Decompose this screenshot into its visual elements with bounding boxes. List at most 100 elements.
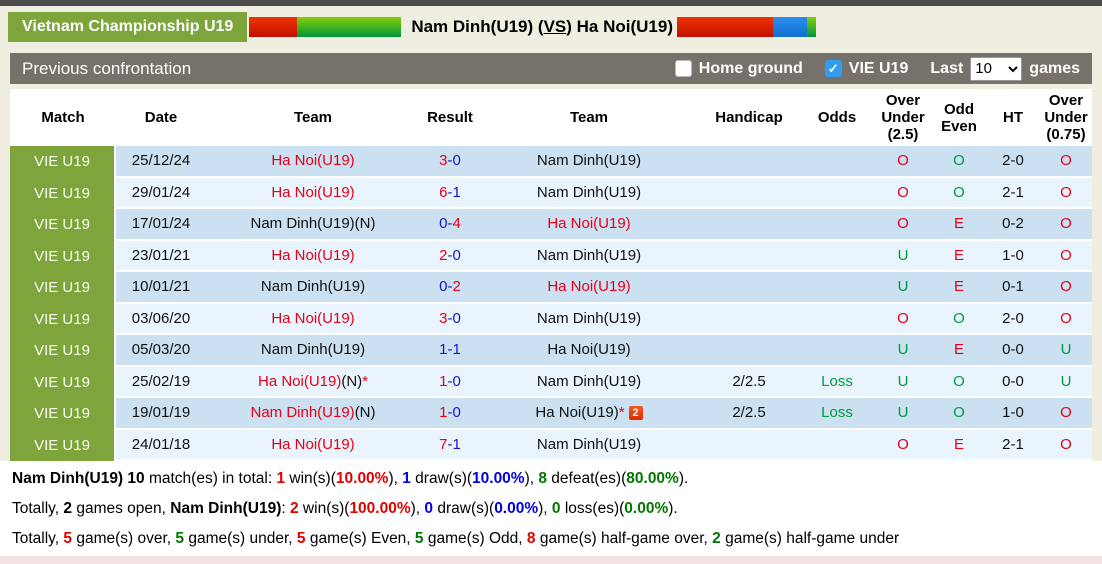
cell-result: 0-4 [420,209,480,241]
cell-date: 25/12/24 [116,146,206,178]
cell-team-home: Ha Noi(U19) [206,303,420,335]
color-bar-left [249,17,402,37]
cell-ht: 2-0 [986,303,1040,335]
cell-ht: 2-0 [986,146,1040,178]
confrontation-table: Match Date Team Result Team Handicap Odds Over … [10,89,1092,461]
cell-over-under-25: U [874,398,932,430]
cell-result: 7-1 [420,429,480,461]
red-bar-segment [677,17,773,37]
color-bar-right [677,17,816,37]
games-label: games [1029,59,1080,77]
cell-team-home: Nam Dinh(U19)(N) [206,209,420,241]
cell-team-away: Nam Dinh(U19) [480,146,698,178]
cell-over-under-075: O [1040,209,1092,241]
column-header: Team [480,89,698,146]
table-row: VIE U19 24/01/18 Ha Noi(U19) 7-1 Nam Dinh(U1… [10,429,1092,461]
cell-team-away: Ha Noi(U19)* 2 [480,398,698,430]
table-row: VIE U19 25/02/19 Ha Noi(U19)(N)* 1-0 Nam Din… [10,366,1092,398]
cell-team-away: Ha Noi(U19) [480,272,698,304]
cell-handicap [698,272,800,304]
cell-date: 03/06/20 [116,303,206,335]
cell-match: VIE U19 [10,272,116,304]
cell-date: 17/01/24 [116,209,206,241]
cell-date: 23/01/21 [116,240,206,272]
cell-team-away: Ha Noi(U19) [480,209,698,241]
column-header: Match [10,89,116,146]
cell-handicap [698,335,800,367]
table-row: VIE U19 23/01/21 Ha Noi(U19) 2-0 Nam Dinh(U1… [10,240,1092,272]
cell-match: VIE U19 [10,209,116,241]
column-header: Team [206,89,420,146]
table-header-row: Match Date Team Result Team Handicap Odds Over … [10,89,1092,146]
table-row: VIE U19 17/01/24 Nam Dinh(U19)(N) 0-4 Ha Noi… [10,209,1092,241]
column-header: Handicap [698,89,800,146]
section-bar: Previous confrontation Home ground ✓ VIE… [10,53,1092,84]
cell-date: 05/03/20 [116,335,206,367]
column-header: HT [986,89,1040,146]
cell-team-home: Ha Noi(U19) [206,146,420,178]
cell-ht: 0-1 [986,272,1040,304]
cell-result: 6-1 [420,177,480,209]
cell-ht: 1-0 [986,240,1040,272]
filter-controls: Home ground ✓ VIE U19 Last 10 games [674,56,1080,81]
home-ground-label: Home ground [698,59,803,77]
league-title[interactable]: Vietnam Championship U19 [8,12,248,42]
column-header: Result [420,89,480,146]
cell-team-home: Nam Dinh(U19)(N) [206,398,420,430]
cell-over-under-25: U [874,240,932,272]
cell-over-under-075: O [1040,429,1092,461]
cell-odds [800,272,874,304]
cell-team-home: Ha Noi(U19) [206,429,420,461]
cell-match: VIE U19 [10,398,116,430]
cell-over-under-25: O [874,177,932,209]
summary-line: Totally, 5 game(s) over, 5 game(s) under… [12,530,900,547]
cell-handicap: 2/2.5 [698,398,800,430]
cell-handicap [698,177,800,209]
cell-over-under-075: O [1040,272,1092,304]
cell-result: 3-0 [420,146,480,178]
cell-over-under-25: U [874,335,932,367]
cell-date: 10/01/21 [116,272,206,304]
cell-match: VIE U19 [10,335,116,367]
top-border-strip [0,0,1102,6]
cell-over-under-25: O [874,429,932,461]
green-bar-segment [807,17,816,37]
cell-ht: 2-1 [986,177,1040,209]
vie-u19-checkbox[interactable]: ✓ [824,60,842,77]
cell-result: 1-0 [420,366,480,398]
cell-team-away: Nam Dinh(U19) [480,177,698,209]
cell-over-under-075: O [1040,303,1092,335]
cell-odd-even: E [932,335,986,367]
cell-odd-even: E [932,429,986,461]
vie-u19-label: VIE U19 [848,59,909,77]
cell-ht: 0-0 [986,335,1040,367]
last-games-select[interactable]: 10 [970,56,1023,81]
cell-team-away: Nam Dinh(U19) [480,429,698,461]
page-header: Vietnam Championship U19 Nam Dinh(U19) (… [0,6,1102,48]
home-ground-checkbox[interactable] [674,60,692,77]
cell-odd-even: O [932,177,986,209]
cell-date: 25/02/19 [116,366,206,398]
table-row: VIE U19 25/12/24 Ha Noi(U19) 3-0 Nam Dinh(U1… [10,146,1092,178]
column-header: Odds [800,89,874,146]
cell-odds [800,335,874,367]
summary-line: Nam Dinh(U19) 10 match(es) in total: 1 w… [12,470,689,487]
vs-label: VS [543,17,567,36]
cell-odd-even: O [932,398,986,430]
cell-ht: 2-1 [986,429,1040,461]
cell-odds [800,209,874,241]
cell-odd-even: O [932,303,986,335]
cell-odds [800,240,874,272]
cell-odds [800,177,874,209]
cell-over-under-25: O [874,146,932,178]
cell-match: VIE U19 [10,429,116,461]
column-header: Odd Even [932,89,986,146]
cell-over-under-075: O [1040,146,1092,178]
red-bar-segment [249,17,298,37]
history-table-body: VIE U19 25/12/24 Ha Noi(U19) 3-0 Nam Dinh(U1… [10,146,1092,461]
section-title: Previous confrontation [22,58,192,78]
video-icon[interactable]: 2 [628,406,643,421]
table-row: VIE U19 10/01/21 Nam Dinh(U19) 0-2 Ha Noi(U1… [10,272,1092,304]
cell-handicap [698,240,800,272]
cell-team-away: Nam Dinh(U19) [480,366,698,398]
